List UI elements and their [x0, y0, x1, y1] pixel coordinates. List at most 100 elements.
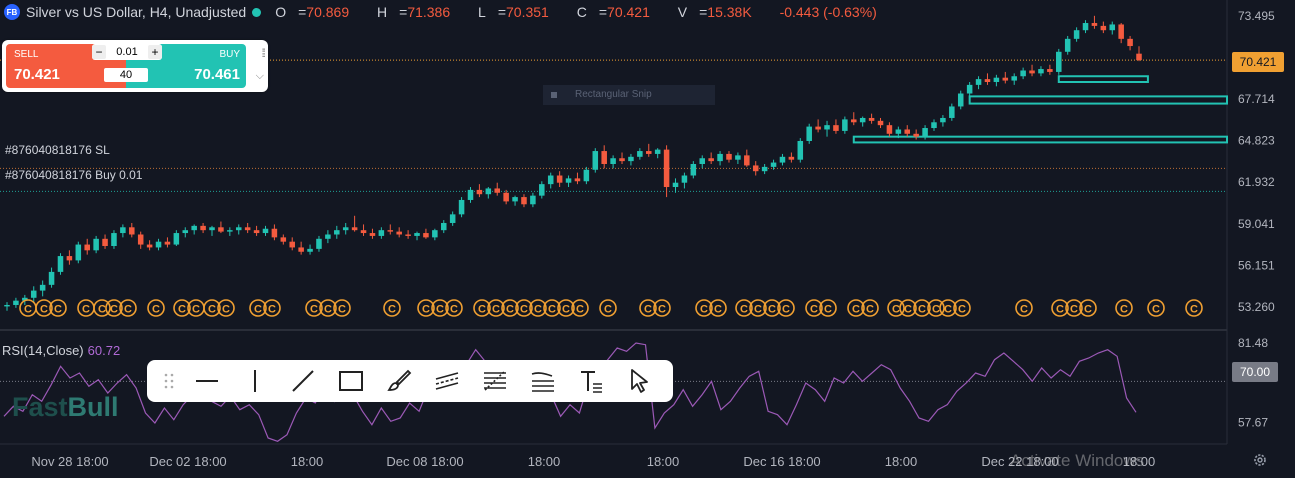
economic-event-icon: C — [147, 299, 165, 317]
chevron-down-icon[interactable]: ⌵ — [255, 70, 264, 82]
candle-body — [619, 158, 625, 162]
candle — [111, 230, 117, 249]
candle — [1100, 21, 1107, 34]
horizontal-line-icon[interactable] — [183, 360, 231, 402]
event-icon-glyph: C — [824, 304, 832, 316]
event-icon-ring — [473, 299, 491, 317]
drag-handle-icon[interactable] — [155, 360, 183, 402]
event-icon-glyph: C — [714, 304, 722, 316]
candle — [1047, 64, 1053, 75]
event-icon-ring — [431, 299, 449, 317]
event-icon-ring — [445, 299, 463, 317]
event-icon-glyph: C — [904, 304, 912, 316]
candle — [957, 90, 964, 110]
candle — [440, 220, 447, 234]
event-icon-ring — [805, 299, 823, 317]
candle — [1038, 66, 1044, 77]
increase-quantity-button[interactable]: + — [147, 45, 162, 59]
vertical-line-icon[interactable] — [231, 360, 279, 402]
candle-body — [22, 297, 28, 301]
candle-body — [244, 227, 251, 231]
candle-body — [137, 234, 144, 245]
candle-body — [842, 119, 848, 131]
candle — [173, 230, 180, 246]
candle — [485, 187, 492, 199]
event-icon-glyph: C — [1120, 304, 1128, 316]
event-icon-ring — [777, 299, 795, 317]
event-icon-glyph: C — [548, 304, 556, 316]
economic-event-icon: C — [203, 299, 221, 317]
decrease-quantity-button[interactable]: − — [92, 45, 106, 59]
candle-body — [387, 230, 394, 232]
candle — [423, 228, 429, 239]
symbol-title[interactable]: Silver vs US Dollar, H4, Unadjusted — [26, 4, 247, 20]
event-icon-glyph: C — [852, 304, 860, 316]
trend-line-icon[interactable] — [279, 360, 327, 402]
candle — [512, 195, 518, 206]
text-icon[interactable] — [567, 360, 615, 402]
fib-retracement-icon[interactable] — [471, 360, 519, 402]
candle — [1109, 21, 1116, 35]
candle — [244, 222, 251, 234]
price-tick-label: 56.151 — [1238, 258, 1275, 272]
event-icon-glyph: C — [1084, 304, 1092, 316]
quantity-value[interactable]: 0.01 — [116, 46, 138, 58]
candle-body — [806, 126, 812, 141]
candle — [628, 153, 634, 166]
lot-size-field[interactable]: 40 — [104, 68, 148, 82]
candle-body — [467, 189, 474, 200]
candle-body — [913, 133, 919, 137]
drag-grip-icon[interactable]: ⁞⁞ — [261, 46, 265, 60]
candle-body — [779, 156, 786, 163]
fib-extension-icon[interactable] — [519, 360, 567, 402]
candle-body — [1056, 51, 1062, 72]
candle-body — [66, 256, 73, 261]
candle — [601, 145, 607, 169]
high-value: 71.386 — [407, 4, 451, 20]
time-tick-label: 18:00 — [647, 454, 680, 469]
gear-icon[interactable] — [1252, 452, 1268, 468]
candle — [646, 143, 652, 157]
candle-body — [583, 169, 590, 182]
candle — [235, 224, 242, 235]
economic-event-icon: C — [639, 299, 657, 317]
candle — [886, 122, 893, 137]
economic-event-icon: C — [19, 299, 37, 317]
candle — [432, 228, 438, 241]
candle-body — [378, 230, 385, 236]
brush-icon[interactable] — [375, 360, 423, 402]
candle-body — [628, 156, 634, 162]
event-icon-ring — [417, 299, 435, 317]
candle-body — [993, 77, 1000, 82]
event-icon-ring — [249, 299, 267, 317]
candle — [547, 172, 554, 189]
event-icon-glyph: C — [388, 304, 396, 316]
rsi-legend[interactable]: RSI(14,Close) 60.72 — [2, 343, 120, 358]
event-icon-ring — [1065, 299, 1083, 317]
cursor-icon[interactable] — [615, 360, 663, 402]
candle-body — [75, 244, 82, 261]
order-sl-label[interactable]: #876040818176 SL — [5, 143, 110, 157]
economic-event-icon: C — [445, 299, 463, 317]
candle — [619, 152, 625, 164]
candle-body — [191, 225, 197, 231]
candle — [334, 225, 340, 239]
candle — [102, 234, 108, 249]
economic-event-icon: C — [319, 299, 337, 317]
event-icon-glyph: C — [450, 304, 458, 316]
candle-body — [735, 155, 741, 160]
event-icon-ring — [819, 299, 837, 317]
candle-body — [512, 197, 518, 202]
candle — [253, 225, 260, 236]
candle-body — [637, 151, 643, 157]
candle — [66, 250, 73, 265]
rectangle-icon[interactable] — [327, 360, 375, 402]
order-buy-label[interactable]: #876040818176 Buy 0.01 — [5, 168, 143, 182]
parallel-channel-icon[interactable] — [423, 360, 471, 402]
candle — [788, 152, 795, 163]
event-icon-glyph: C — [1056, 304, 1064, 316]
last-price-tag: 70.421 — [1232, 52, 1284, 72]
candle-body — [957, 93, 964, 107]
event-icon-ring — [543, 299, 561, 317]
